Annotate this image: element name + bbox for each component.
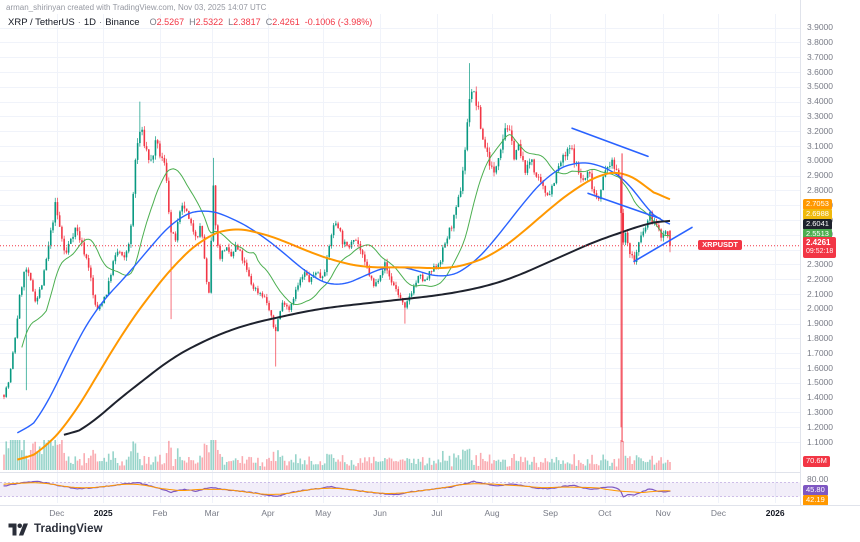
chart-plot-area[interactable]: XRP / TetherUS · 1D · Binance O2.5267 H2.5322 L…	[0, 0, 800, 505]
low-label: L	[228, 17, 234, 27]
price-tick: 1.8000	[807, 332, 833, 343]
chart-legend: XRP / TetherUS · 1D · Binance O2.5267 H2.5322 L…	[8, 17, 372, 28]
legend-separator: ·	[99, 17, 103, 28]
indicator-tick: 80.00	[807, 473, 829, 484]
price-tick: 1.9000	[807, 318, 833, 329]
price-tick: 1.3000	[807, 406, 833, 417]
close-label: C	[265, 17, 273, 27]
price-tick: 3.2000	[807, 125, 833, 136]
price-tick: 3.1000	[807, 140, 833, 151]
price-tick: 3.3000	[807, 110, 833, 121]
price-tick: 1.6000	[807, 362, 833, 373]
price-axis[interactable]: 2.4261 09:52:18 3.9000 3.8000 3.7000 3.6000…	[800, 0, 860, 505]
indicator-value-badge: 42.19	[803, 495, 828, 505]
time-axis-month-label: Jul	[431, 508, 443, 518]
open-label: O	[149, 17, 157, 27]
symbol-price-tag: XRPUSDT	[698, 239, 742, 251]
time-axis-month-label: Oct	[598, 508, 612, 518]
price-tick: 2.0000	[807, 303, 833, 314]
price-tick: 3.7000	[807, 51, 833, 62]
ohlc-readout: O2.5267 H2.5322 L2.3817 C2.4261 -0.1006 (-3.…	[145, 17, 373, 27]
low-value: 2.3817	[233, 17, 261, 27]
price-tick: 1.2000	[807, 421, 833, 432]
attribution-text: arman_shirinyan created with TradingView…	[6, 3, 267, 12]
time-axis-month-label: Dec	[49, 508, 65, 518]
price-tick: 1.4000	[807, 392, 833, 403]
time-axis-month-label: Aug	[484, 508, 500, 518]
tradingview-logo-icon	[8, 523, 28, 536]
price-tick: 3.0000	[807, 155, 833, 166]
time-axis-month-label: Nov	[655, 508, 671, 518]
price-tick: 3.4000	[807, 96, 833, 107]
volume-badge: 70.6M	[803, 456, 830, 467]
price-tick: 2.9000	[807, 170, 833, 181]
time-axis[interactable]: Dec 2025 Feb Mar Apr May Jun Jul Aug Sep Oct Nov Dec…	[0, 505, 860, 523]
change-value: -0.1006 (-3.98%)	[304, 17, 373, 27]
time-axis-month-label: Dec	[710, 508, 726, 518]
price-tick: 1.7000	[807, 347, 833, 358]
ma-price-badge: 2.7053	[803, 198, 832, 210]
time-axis-month-label: May	[315, 508, 332, 518]
price-tick: 2.1000	[807, 288, 833, 299]
time-axis-month-label: Mar	[204, 508, 220, 518]
price-tick: 2.3000	[807, 258, 833, 269]
close-value: 2.4261	[272, 17, 300, 27]
tradingview-logo-text: TradingView	[34, 522, 103, 535]
bar-countdown: 09:52:18	[806, 248, 834, 256]
timeframe-label[interactable]: 1D	[83, 17, 97, 28]
high-label: H	[189, 17, 196, 27]
last-price-badge: 2.4261 09:52:18	[803, 236, 837, 259]
time-axis-month-label: Sep	[542, 508, 558, 518]
price-tick: 2.2000	[807, 273, 833, 284]
open-value: 2.5267	[156, 17, 185, 27]
symbol-title[interactable]: XRP / TetherUS	[8, 17, 75, 28]
ma-price-badge: 2.6041	[803, 218, 832, 230]
price-tick: 2.8000	[807, 184, 833, 195]
price-tick: 3.8000	[807, 36, 833, 47]
time-axis-month-label: Apr	[261, 508, 275, 518]
time-axis-year-label: 2026	[765, 508, 785, 518]
time-axis-month-label: Jun	[373, 508, 387, 518]
legend-separator: ·	[77, 17, 81, 28]
price-tick: 1.1000	[807, 436, 833, 447]
tradingview-logo[interactable]: TradingView	[8, 521, 103, 536]
last-price-value: 2.4261	[806, 238, 831, 248]
indicator-value-badge: 45.80	[803, 485, 828, 497]
high-value: 2.5322	[195, 17, 224, 27]
price-tick: 3.9000	[807, 22, 833, 33]
ma-price-badge: 2.6988	[803, 208, 832, 220]
price-tick: 3.6000	[807, 66, 833, 77]
time-axis-year-label: 2025	[93, 508, 113, 518]
price-tick: 3.5000	[807, 81, 833, 92]
ma-price-badge: 2.5513	[803, 228, 832, 240]
exchange-label: Binance	[105, 17, 140, 28]
time-axis-month-label: Feb	[152, 508, 168, 518]
chart-canvas[interactable]	[0, 0, 800, 505]
price-tick: 1.5000	[807, 377, 833, 388]
